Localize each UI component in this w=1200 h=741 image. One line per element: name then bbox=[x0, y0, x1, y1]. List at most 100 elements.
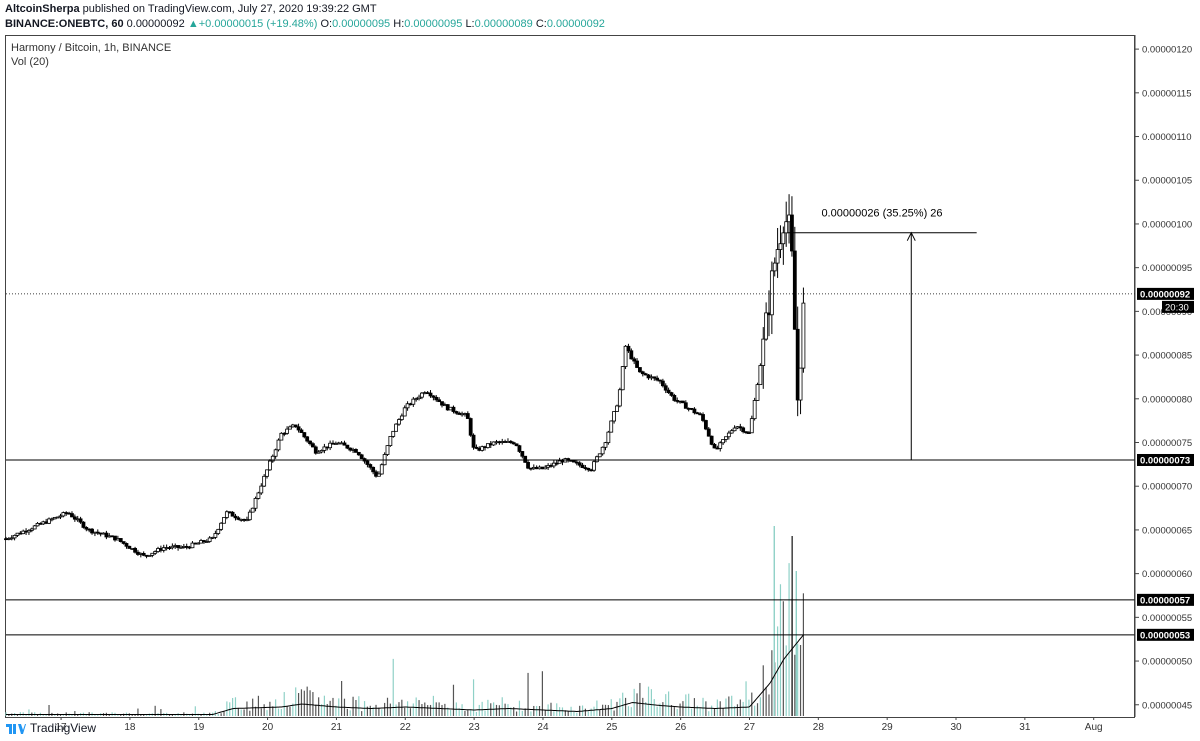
candle-body bbox=[49, 518, 54, 521]
candle-body bbox=[245, 519, 249, 522]
candle-body bbox=[586, 467, 591, 471]
tradingview-logo[interactable]: TradingView bbox=[6, 721, 96, 735]
candle-body bbox=[635, 360, 639, 368]
candle-body bbox=[399, 415, 404, 420]
candle-body bbox=[511, 442, 516, 445]
tradingview-logo-icon bbox=[6, 724, 26, 734]
candle-body bbox=[738, 426, 743, 429]
chart-header: AltcoinSherpa published on TradingView.c… bbox=[0, 0, 1200, 34]
countdown-label-bg bbox=[1162, 300, 1194, 313]
candle-body bbox=[402, 407, 407, 417]
candle-body bbox=[465, 413, 470, 419]
last-price: 0.00000092 bbox=[126, 18, 185, 30]
candle-body bbox=[626, 345, 631, 352]
candle-body bbox=[210, 536, 215, 539]
candle-body bbox=[276, 439, 281, 451]
price-axis-label: 0.00000085 bbox=[1142, 351, 1192, 362]
candle-body bbox=[669, 392, 674, 396]
candle-body bbox=[517, 445, 522, 452]
author-name[interactable]: AltcoinSherpa bbox=[5, 3, 80, 15]
candle-body bbox=[721, 439, 725, 444]
candle-body bbox=[769, 270, 774, 316]
candle-body bbox=[219, 522, 224, 530]
candle-body bbox=[288, 426, 292, 430]
price-axis-label: 0.00000045 bbox=[1142, 700, 1192, 711]
high-label: H: bbox=[393, 18, 405, 30]
price-change: +0.00000015 (+19.48%) bbox=[198, 18, 318, 30]
price-marker-label-bg bbox=[1137, 287, 1194, 300]
candle-body bbox=[299, 429, 304, 433]
candle-body bbox=[468, 418, 473, 436]
candle-body bbox=[764, 312, 769, 340]
candle-body bbox=[592, 461, 596, 471]
candle-body bbox=[781, 232, 786, 245]
price-axis-label: 0.00000075 bbox=[1142, 438, 1192, 449]
candle-body bbox=[356, 451, 361, 456]
price-axis-label: 0.00000070 bbox=[1142, 482, 1192, 493]
candle-body bbox=[311, 443, 315, 448]
candle-body bbox=[749, 418, 754, 434]
candle-body bbox=[620, 366, 625, 391]
measure-arrow-head bbox=[906, 231, 916, 241]
candle-body bbox=[638, 367, 642, 373]
close-label: C: bbox=[535, 18, 547, 30]
high-value: 0.00000095 bbox=[404, 18, 463, 30]
candle-body bbox=[253, 498, 258, 509]
price-axis-label: 0.00000065 bbox=[1142, 525, 1192, 536]
volume-indicator-label[interactable]: Vol (20) bbox=[11, 56, 49, 68]
candle-body bbox=[683, 402, 688, 409]
candle-body bbox=[29, 528, 34, 531]
candle-body bbox=[580, 464, 585, 468]
candle-body bbox=[681, 400, 685, 404]
candle-body bbox=[250, 507, 255, 513]
candle-body bbox=[798, 367, 803, 401]
candle-body bbox=[265, 469, 269, 477]
candle-body bbox=[236, 517, 241, 520]
candle-body bbox=[256, 492, 261, 499]
candle-body bbox=[474, 446, 479, 449]
candle-body bbox=[319, 450, 324, 453]
candle-body bbox=[55, 516, 60, 519]
candle-body bbox=[643, 373, 648, 376]
candle-body bbox=[701, 414, 705, 421]
candle-body bbox=[732, 427, 737, 432]
candle-body bbox=[216, 528, 221, 534]
candle-body bbox=[368, 464, 373, 468]
price-axis-label: 0.00000055 bbox=[1142, 613, 1192, 624]
measure-tool: 0.00000026 (35.25%) 26 bbox=[787, 208, 977, 461]
candle-body bbox=[385, 445, 390, 455]
candle-body bbox=[695, 412, 700, 415]
candle-body bbox=[572, 460, 576, 463]
candle-body bbox=[313, 446, 318, 454]
candle-body bbox=[795, 328, 800, 401]
candle-body bbox=[328, 442, 333, 449]
candle-body bbox=[658, 379, 662, 382]
price-marker-label: 0.00000053 bbox=[1140, 630, 1190, 641]
candle-body bbox=[12, 534, 17, 539]
candle-body bbox=[666, 389, 671, 394]
time-axis-label: 27 bbox=[744, 722, 756, 733]
time-axis-label: 20 bbox=[262, 722, 274, 733]
candle-body bbox=[267, 460, 272, 471]
time-axis-label: 23 bbox=[469, 722, 481, 733]
time-axis-label: 17 bbox=[56, 722, 68, 733]
candle-body bbox=[32, 525, 37, 530]
candle-body bbox=[615, 405, 619, 412]
time-axis: 17 18 19 20 21 22 23 24 25 26 27 28 29 30 31 Aug bbox=[56, 717, 1103, 733]
candle-body bbox=[196, 542, 201, 545]
candle-body bbox=[703, 420, 708, 430]
candle-body bbox=[285, 428, 290, 434]
time-axis-label: 25 bbox=[606, 722, 618, 733]
candle-body bbox=[293, 424, 298, 428]
candle-body bbox=[153, 551, 158, 554]
countdown-label: 20:30 bbox=[1165, 302, 1189, 313]
symbol-label: BINANCE:ONEBTC, 60 bbox=[5, 18, 124, 30]
candle-body bbox=[784, 221, 789, 234]
open-value: 0.00000095 bbox=[332, 18, 391, 30]
candle-body bbox=[801, 302, 806, 369]
candle-body bbox=[752, 400, 757, 420]
candle-body bbox=[792, 250, 797, 330]
price-axis-label: 0.00000060 bbox=[1142, 569, 1192, 580]
time-axis-label: 22 bbox=[400, 722, 412, 733]
